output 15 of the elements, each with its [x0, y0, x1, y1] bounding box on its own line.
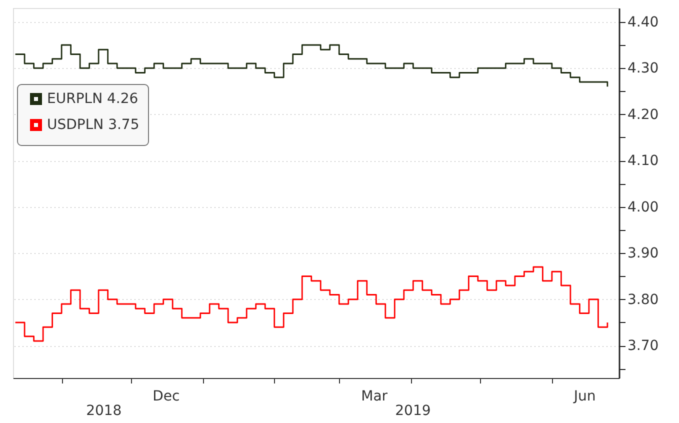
legend-label: USDPLN 3.75 [47, 117, 140, 133]
x-tick-label: Dec [152, 388, 180, 404]
x-tick-label: Mar [361, 388, 388, 404]
y-tick-label: 4.20 [628, 106, 659, 123]
y-tick-label: 4.10 [628, 153, 659, 170]
text: 2019 [395, 403, 431, 419]
y-tick-label: 4.30 [628, 60, 659, 77]
text: 2018 [86, 403, 122, 419]
y-tick-label: 3.80 [628, 292, 659, 308]
y-tick-label: 3.70 [628, 338, 659, 354]
y-tick-label: 4.40 [628, 14, 659, 30]
x-tick-label: Jun [572, 388, 596, 404]
y-tick-label: 4.00 [628, 199, 659, 216]
legend-label: EURPLN 4.26 [47, 91, 138, 107]
y-tick-label: 3.90 [628, 246, 659, 262]
